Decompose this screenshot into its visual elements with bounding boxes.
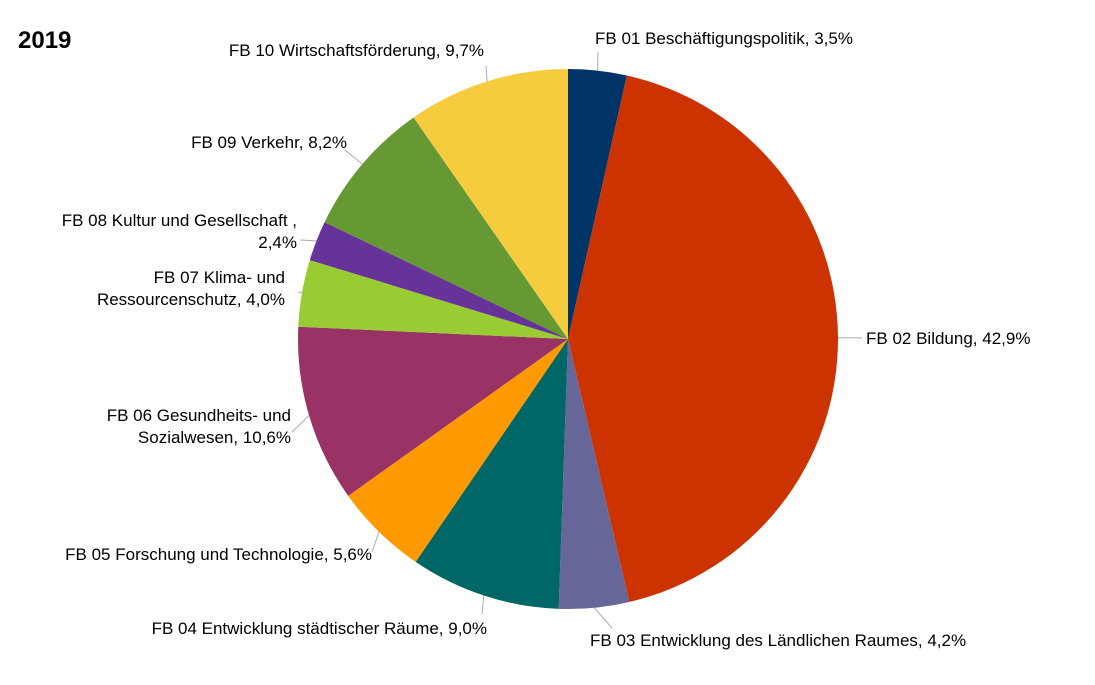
data-label: FB 07 Klima- und Ressourcenschutz, 4,0% — [97, 268, 285, 309]
data-label: FB 06 Gesundheits- und Sozialwesen, 10,6% — [107, 406, 291, 447]
data-label-line: FB 09 Verkehr, 8,2% — [191, 133, 347, 152]
data-label: FB 02 Bildung, 42,9% — [866, 329, 1030, 348]
data-label-line: FB 06 Gesundheits- und — [107, 406, 291, 425]
data-label-line: FB 05 Forschung und Technologie, 5,6% — [65, 545, 372, 564]
data-label-line: FB 04 Entwicklung städtischer Räume, 9,0… — [152, 619, 487, 638]
data-label-line: Ressourcenschutz, 4,0% — [97, 290, 285, 309]
data-label: FB 03 Entwicklung des Ländlichen Raumes,… — [590, 631, 966, 650]
leader-line — [372, 532, 379, 552]
leader-line — [482, 596, 484, 614]
data-label: FB 09 Verkehr, 8,2% — [191, 133, 347, 152]
data-label: FB 04 Entwicklung städtischer Räume, 9,0… — [152, 619, 487, 638]
data-label-line: 2,4% — [258, 233, 297, 252]
leader-line — [345, 150, 362, 164]
chart-title: 2019 — [18, 27, 71, 54]
leader-line — [300, 240, 316, 241]
data-label-line: FB 07 Klima- und — [154, 268, 285, 287]
data-label: FB 08 Kultur und Gesellschaft , 2,4% — [62, 211, 297, 252]
data-label: FB 05 Forschung und Technologie, 5,6% — [65, 545, 372, 564]
leader-line — [486, 66, 487, 81]
data-label-line: FB 01 Beschäftigungspolitik, 3,5% — [595, 29, 853, 48]
data-label: FB 01 Beschäftigungspolitik, 3,5% — [595, 29, 853, 48]
leader-line — [298, 292, 302, 293]
data-label-line: FB 08 Kultur und Gesellschaft , — [62, 211, 297, 230]
data-label-line: FB 02 Bildung, 42,9% — [866, 329, 1030, 348]
data-label: FB 10 Wirtschaftsförderung, 9,7% — [229, 41, 484, 60]
leader-line — [292, 415, 309, 432]
data-label-line: FB 03 Entwicklung des Ländlichen Raumes,… — [590, 631, 966, 650]
data-label-line: Sozialwesen, 10,6% — [138, 428, 291, 447]
data-label-line: FB 10 Wirtschaftsförderung, 9,7% — [229, 41, 484, 60]
leader-line — [594, 608, 612, 628]
